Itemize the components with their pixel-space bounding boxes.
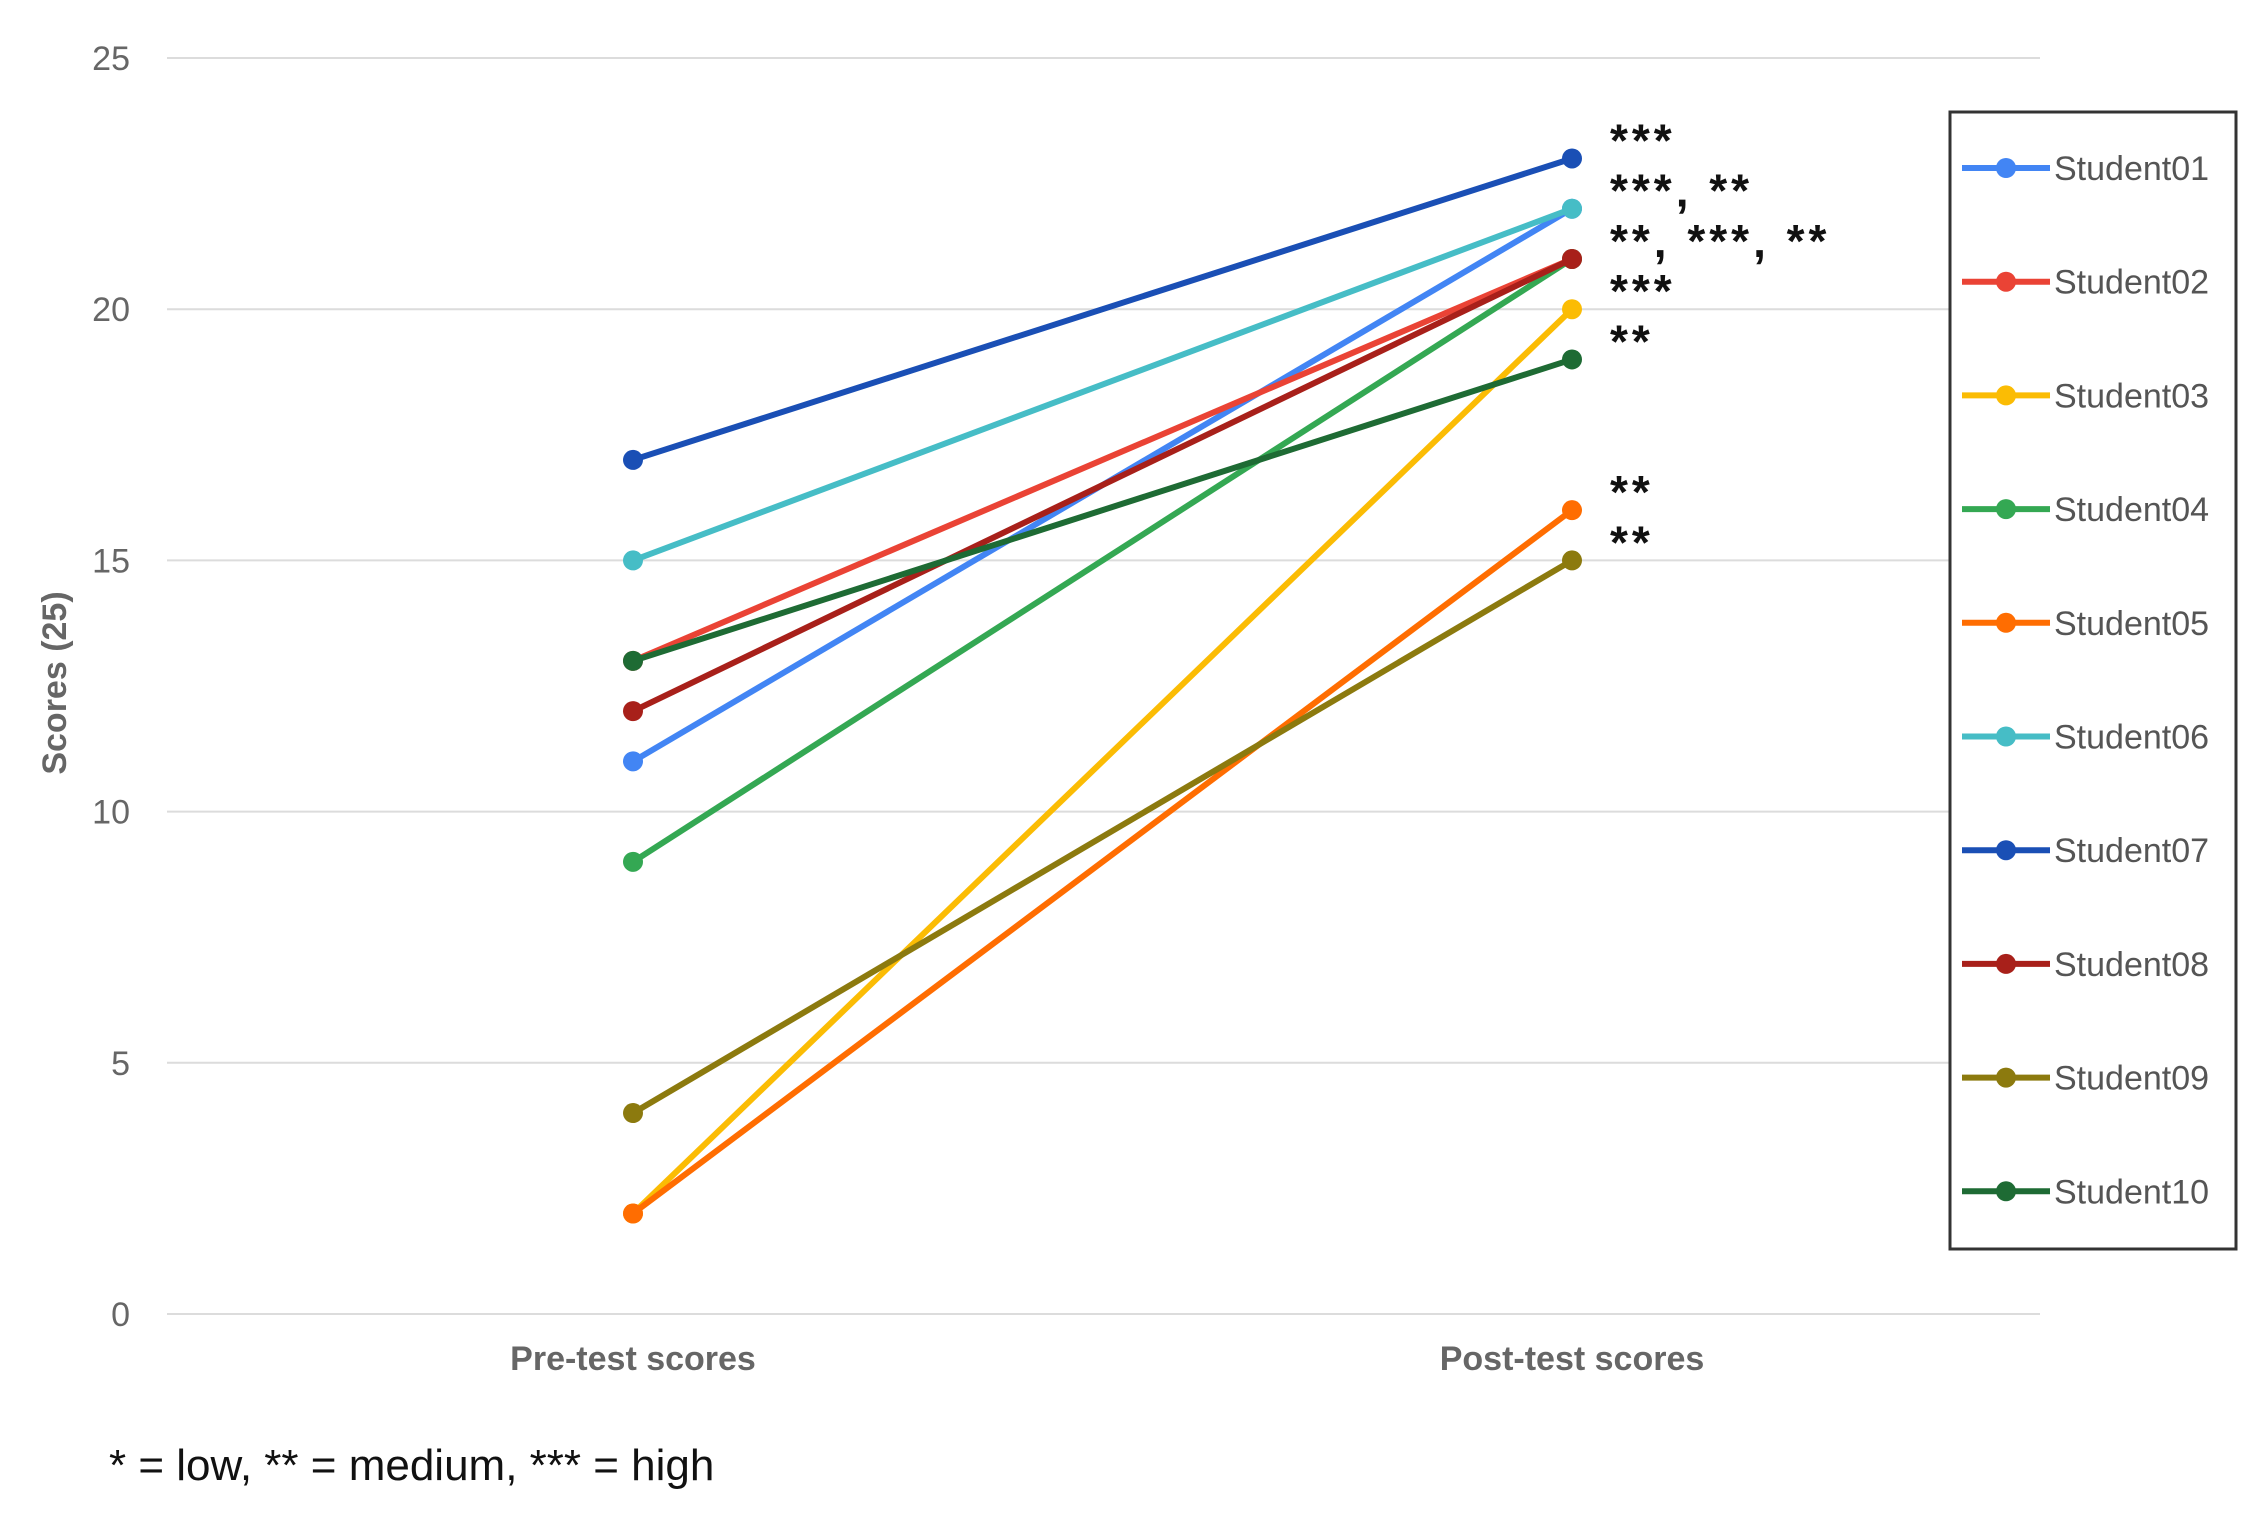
annotation-label: *** — [1610, 265, 1676, 317]
series-student10 — [623, 349, 1582, 671]
x-axis-ticks: Pre-test scores Post-test scores — [510, 1340, 1704, 1378]
legend-item: Student01 — [1962, 150, 2209, 188]
series-student05 — [623, 500, 1582, 1224]
series-line — [631, 507, 1574, 1216]
series-student06 — [623, 198, 1582, 571]
legend-box — [1948, 110, 2238, 1251]
legend-marker — [1996, 1181, 2016, 1202]
annotation-label: ** — [1610, 466, 1654, 518]
data-point — [1562, 550, 1582, 571]
legend-marker — [1996, 612, 2016, 633]
legend-marker — [1996, 271, 2016, 292]
annotation-label: ***, ** — [1610, 165, 1753, 217]
legend-item: Student06 — [1962, 719, 2209, 757]
data-point — [623, 1103, 643, 1124]
data-point — [623, 851, 643, 872]
legend-item: Student10 — [1962, 1173, 2209, 1211]
y-tick-label: 20 — [92, 291, 130, 329]
series-line — [630, 307, 1575, 1216]
x-tick-label: Post-test scores — [1440, 1340, 1705, 1378]
y-tick-label: 10 — [92, 794, 130, 832]
x-tick-label: Pre-test scores — [510, 1340, 756, 1378]
y-tick-label: 0 — [111, 1296, 130, 1334]
y-axis-title: Scores (25) — [36, 591, 74, 774]
data-point — [623, 550, 643, 571]
legend-marker — [1996, 158, 2016, 178]
legend-item: Student02 — [1962, 264, 2209, 302]
legend-item: Student04 — [1962, 491, 2209, 529]
series-line — [631, 557, 1574, 1116]
annotation-label: ** — [1610, 516, 1654, 568]
legend-marker — [1996, 726, 2016, 747]
legend-label: Student09 — [2054, 1060, 2209, 1098]
series-student03 — [623, 299, 1582, 1224]
legend-label: Student01 — [2054, 150, 2209, 188]
legend-item: Student08 — [1962, 946, 2209, 984]
footnote: * = low, ** = medium, *** = high — [109, 1441, 714, 1490]
data-point — [1562, 198, 1582, 219]
data-point — [623, 449, 643, 470]
annotation-label: **, ***, ** — [1610, 215, 1830, 267]
data-point — [1562, 500, 1582, 521]
legend-marker — [1996, 1067, 2016, 1088]
data-point — [623, 751, 643, 772]
y-axis-ticks: 0 5 10 15 20 25 — [92, 40, 130, 1334]
legend-item: Student05 — [1962, 605, 2209, 643]
data-point — [623, 650, 643, 671]
legend-label: Student02 — [2054, 264, 2209, 302]
legend: Student01 Student02 Student03 Student04 Stud… — [1948, 110, 2238, 1251]
legend-item: Student03 — [1962, 377, 2209, 415]
legend-label: Student08 — [2054, 946, 2209, 984]
data-point — [1562, 248, 1582, 269]
series-student09 — [623, 550, 1582, 1124]
legend-label: Student04 — [2054, 491, 2209, 529]
series-student07 — [623, 148, 1582, 470]
legend-label: Student05 — [2054, 605, 2209, 643]
annotation-label: *** — [1610, 114, 1676, 166]
y-tick-label: 25 — [92, 40, 130, 78]
significance-annotations: ******, ****, ***, *********** — [1610, 114, 1830, 568]
series-line — [631, 256, 1574, 865]
data-point — [623, 701, 643, 722]
legend-marker — [1996, 499, 2016, 520]
series-line — [631, 256, 1574, 664]
series-line — [632, 356, 1573, 664]
data-point — [1562, 148, 1582, 169]
legend-label: Student06 — [2054, 719, 2209, 757]
legend-item: Student09 — [1962, 1060, 2209, 1098]
legend-label: Student07 — [2054, 832, 2209, 870]
y-tick-label: 15 — [92, 542, 130, 580]
series-lines — [623, 148, 1582, 1224]
series-line — [631, 205, 1574, 564]
legend-marker — [1996, 953, 2016, 974]
series-line — [631, 256, 1574, 714]
data-point — [1562, 349, 1582, 370]
legend-marker — [1996, 840, 2016, 861]
series-student08 — [623, 248, 1582, 722]
series-line — [632, 155, 1573, 463]
legend-item: Student07 — [1962, 832, 2209, 870]
legend-label: Student10 — [2054, 1173, 2209, 1211]
legend-label: Student03 — [2054, 377, 2209, 415]
data-point — [623, 1203, 643, 1224]
annotation-label: ** — [1610, 315, 1654, 367]
data-point — [1562, 299, 1582, 320]
legend-marker — [1996, 385, 2016, 406]
y-tick-label: 5 — [111, 1045, 130, 1083]
